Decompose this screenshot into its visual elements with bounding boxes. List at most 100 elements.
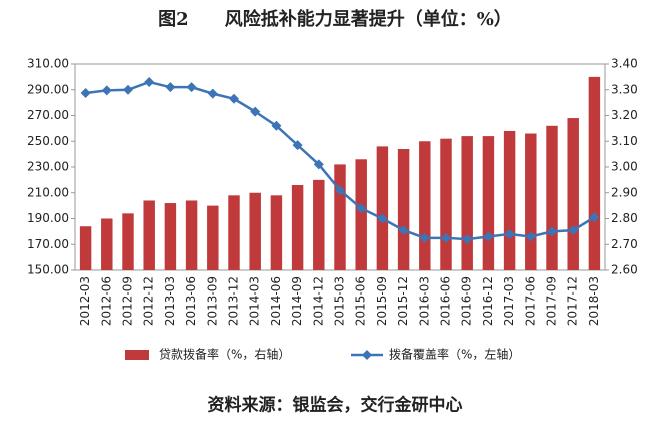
marker	[441, 232, 451, 243]
x-tick-label: 2016-03	[417, 276, 431, 326]
bar	[249, 192, 261, 270]
x-tick-label: 2015-12	[396, 276, 410, 326]
marker	[271, 120, 282, 131]
bar	[376, 146, 389, 270]
y-tick-label: 170.00	[27, 237, 69, 251]
marker	[313, 159, 324, 170]
marker	[419, 232, 430, 243]
x-tick-label: 2015-09	[375, 276, 389, 326]
marker	[504, 228, 515, 239]
bar	[440, 138, 452, 270]
marker	[462, 234, 473, 245]
legend-label: 拨备覆盖率（%，左轴）	[389, 347, 520, 362]
y2-tick-label: 3.40	[611, 57, 638, 71]
legend-marker	[362, 350, 372, 360]
x-tick-label: 2016-06	[439, 276, 453, 326]
x-tick-label: 2013-06	[184, 276, 198, 326]
source-note: 资料来源：银监会，交行金研中心	[208, 395, 463, 416]
marker	[186, 82, 197, 93]
x-tick-label: 2012-06	[99, 276, 113, 326]
x-tick-label: 2014-12	[311, 276, 325, 326]
marker	[356, 203, 367, 214]
y2-tick-label: 3.30	[611, 82, 638, 96]
x-tick-label: 2015-06	[354, 276, 368, 326]
marker	[80, 87, 91, 98]
bar	[270, 195, 283, 270]
bar	[525, 133, 537, 270]
marker	[335, 185, 345, 196]
x-tick-label: 2012-09	[121, 276, 135, 326]
bar	[419, 141, 431, 270]
bar	[355, 159, 367, 270]
bar	[461, 136, 473, 270]
y-tick-label: 270.00	[27, 108, 69, 122]
x-tick-label: 2016-12	[481, 276, 495, 326]
x-tick-label: 2017-09	[545, 276, 559, 326]
x-tick-label: 2012-12	[142, 276, 156, 326]
legend-label: 贷款拨备率（%，右轴）	[159, 347, 290, 362]
bar	[313, 179, 325, 270]
bar	[334, 164, 346, 270]
marker	[123, 84, 133, 95]
chart-title: 图2 风险抵补能力显著提升（单位：%）	[158, 8, 512, 30]
bar	[291, 185, 304, 270]
x-tick-label: 2017-12	[566, 276, 580, 326]
x-tick-label: 2013-12	[227, 276, 241, 326]
x-tick-label: 2012-03	[78, 276, 92, 326]
marker	[101, 85, 112, 96]
x-tick-label: 2017-03	[502, 276, 516, 326]
y-tick-label: 210.00	[27, 185, 69, 199]
x-tick-label: 2014-09	[290, 276, 304, 326]
x-tick-label: 2018-03	[587, 276, 601, 326]
marker	[547, 226, 557, 237]
bar	[503, 130, 516, 270]
y-tick-label: 230.00	[27, 160, 69, 174]
bar	[143, 200, 155, 270]
marker	[568, 225, 579, 236]
bar	[588, 76, 601, 270]
x-tick-label: 2014-06	[269, 276, 283, 326]
y2-tick-label: 3.00	[611, 160, 638, 174]
marker	[377, 213, 388, 224]
y2-tick-label: 2.70	[611, 237, 638, 251]
y-tick-label: 150.00	[27, 263, 69, 277]
bar	[228, 195, 240, 270]
x-tick-label: 2013-09	[205, 276, 219, 326]
marker	[483, 231, 494, 242]
y2-tick-label: 2.80	[611, 211, 638, 225]
x-tick-label: 2016-09	[460, 276, 474, 326]
bar	[397, 148, 410, 270]
x-tick-label: 2014-03	[248, 276, 262, 326]
bar	[101, 218, 113, 270]
x-tick-label: 2013-03	[163, 276, 177, 326]
bar	[164, 203, 177, 270]
bar	[546, 125, 558, 270]
y-tick-label: 190.00	[27, 211, 69, 225]
bar	[122, 213, 134, 270]
bar	[482, 136, 495, 270]
marker	[207, 88, 218, 99]
y2-tick-label: 2.60	[611, 263, 638, 277]
y2-tick-label: 3.20	[611, 108, 638, 122]
y2-tick-label: 3.10	[611, 134, 638, 148]
y-tick-label: 250.00	[27, 134, 69, 148]
legend-swatch	[125, 350, 149, 360]
marker	[144, 77, 155, 88]
bar	[567, 118, 579, 270]
y-tick-label: 310.00	[27, 57, 69, 71]
bar	[79, 226, 92, 270]
marker	[398, 225, 409, 236]
marker	[525, 231, 536, 242]
bar	[207, 205, 219, 270]
x-tick-label: 2017-06	[523, 276, 537, 326]
bar	[185, 200, 198, 270]
marker	[229, 93, 239, 104]
marker	[589, 212, 600, 223]
y2-tick-label: 2.90	[611, 185, 638, 199]
marker	[165, 82, 176, 93]
marker	[250, 106, 261, 117]
y-tick-label: 290.00	[27, 82, 69, 96]
marker	[292, 140, 303, 151]
x-tick-label: 2015-03	[333, 276, 347, 326]
